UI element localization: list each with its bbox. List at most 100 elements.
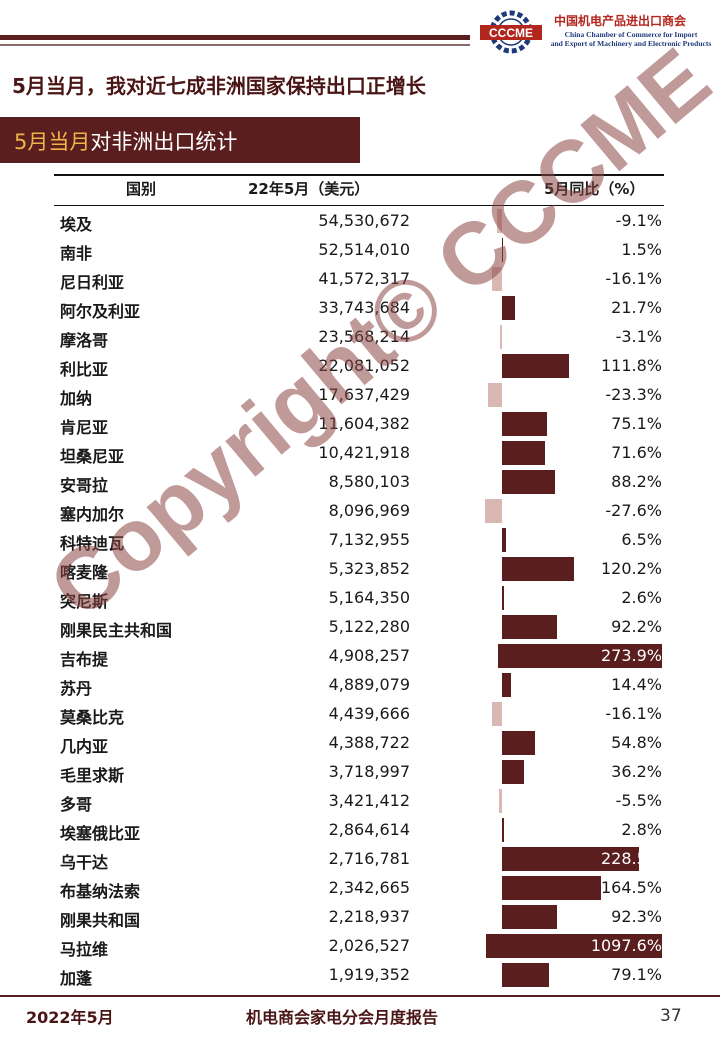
yoy-bar (502, 296, 516, 320)
yoy-bar (498, 789, 502, 813)
cccme-logo: CCCME 中国机电产品进出口商会 China Chamber of Comme… (472, 4, 720, 60)
yoy-cell: -16.1% (605, 269, 662, 288)
yoy-bar (502, 760, 524, 784)
yoy-cell: 1.5% (621, 240, 662, 259)
yoy-bar (486, 934, 662, 958)
country-cell: 突尼斯 (60, 592, 109, 611)
export-value-cell: 22,081,052 (318, 356, 410, 375)
logo-english-name: China Chamber of Commerce for Import and… (546, 30, 716, 48)
country-cell: 几内亚 (60, 737, 109, 756)
country-cell: 科特迪瓦 (60, 534, 125, 553)
yoy-cell: 228.5% (600, 849, 662, 868)
logo-english-line1: China Chamber of Commerce for Import (564, 30, 698, 39)
country-cell: 马拉维 (60, 940, 109, 959)
export-value-cell: 4,439,666 (328, 704, 410, 723)
yoy-bar (502, 528, 506, 552)
export-value-cell: 41,572,317 (318, 269, 410, 288)
country-cell: 坦桑尼亚 (60, 447, 125, 466)
table-row: 马拉维 2,026,527 1097.6% (54, 932, 664, 961)
export-value-cell: 8,096,969 (328, 501, 410, 520)
yoy-cell: 75.1% (611, 414, 662, 433)
export-value-cell: 2,342,665 (328, 878, 410, 897)
section-title-highlight: 5月当月 (14, 130, 91, 154)
yoy-cell: 14.4% (611, 675, 662, 694)
yoy-bar (502, 905, 558, 929)
table-row: 几内亚 4,388,722 54.8% (54, 729, 664, 758)
yoy-cell: 6.5% (621, 530, 662, 549)
table-row: 南非 52,514,010 1.5% (54, 236, 664, 265)
country-cell: 加纳 (60, 389, 93, 408)
yoy-cell: -23.3% (605, 385, 662, 404)
export-value-cell: 5,164,350 (328, 588, 410, 607)
table-row: 埃塞俄比亚 2,864,614 2.8% (54, 816, 664, 845)
table-row: 多哥 3,421,412 -5.5% (54, 787, 664, 816)
table-row: 莫桑比克 4,439,666 -16.1% (54, 700, 664, 729)
table-row: 加蓬 1,919,352 79.1% (54, 961, 664, 990)
logo-acronym: CCCME (489, 26, 533, 40)
yoy-cell: 88.2% (611, 472, 662, 491)
table-row: 肯尼亚 11,604,382 75.1% (54, 410, 664, 439)
country-cell: 刚果共和国 (60, 911, 141, 930)
export-value-cell: 1,919,352 (328, 965, 410, 984)
country-cell: 苏丹 (60, 679, 93, 698)
logo-english-line2: and Export of Machinery and Electronic P… (550, 39, 712, 48)
yoy-bar (502, 818, 504, 842)
export-value-cell: 5,323,852 (328, 559, 410, 578)
table-row: 突尼斯 5,164,350 2.6% (54, 584, 664, 613)
yoy-bar (502, 354, 570, 378)
yoy-bar (502, 586, 504, 610)
logo-chinese-name: 中国机电产品进出口商会 (554, 14, 687, 28)
export-value-cell: 5,122,280 (328, 617, 410, 636)
yoy-cell: 120.2% (600, 559, 662, 578)
export-value-cell: 4,889,079 (328, 675, 410, 694)
yoy-bar (502, 673, 511, 697)
table-row: 塞内加尔 8,096,969 -27.6% (54, 497, 664, 526)
export-value-cell: 52,514,010 (318, 240, 410, 259)
yoy-bar (497, 644, 662, 668)
section-title: 5月当月对非洲出口统计 (14, 126, 237, 156)
country-cell: 莫桑比克 (60, 708, 125, 727)
table-row: 喀麦隆 5,323,852 120.2% (54, 555, 664, 584)
table-row: 毛里求斯 3,718,997 36.2% (54, 758, 664, 787)
header-country: 国别 (126, 180, 157, 198)
country-cell: 乌干达 (60, 853, 109, 872)
export-value-cell: 8,580,103 (328, 472, 410, 491)
table-row: 阿尔及利亚 33,743,684 21.7% (54, 294, 664, 323)
table-top-rule (54, 174, 664, 176)
country-cell: 利比亚 (60, 360, 109, 379)
yoy-bar (492, 702, 502, 726)
yoy-cell: 164.5% (600, 878, 662, 897)
table-row: 加纳 17,637,429 -23.3% (54, 381, 664, 410)
yoy-cell: 36.2% (611, 762, 662, 781)
export-value-cell: 2,026,527 (328, 936, 410, 955)
footer-rule (0, 995, 720, 997)
export-value-cell: 3,718,997 (328, 762, 410, 781)
country-cell: 喀麦隆 (60, 563, 109, 582)
export-value-cell: 54,530,672 (318, 211, 410, 230)
export-value-cell: 17,637,429 (318, 385, 410, 404)
country-cell: 刚果民主共和国 (60, 621, 173, 640)
country-cell: 埃及 (60, 215, 93, 234)
yoy-cell: -3.1% (615, 327, 662, 346)
page-title: 5月当月，我对近七成非洲国家保持出口正增长 (12, 74, 426, 98)
header-rule-thin (0, 44, 470, 46)
yoy-bar (502, 557, 575, 581)
table-row: 利比亚 22,081,052 111.8% (54, 352, 664, 381)
export-value-cell: 2,864,614 (328, 820, 410, 839)
footer-date: 2022年5月 (26, 1008, 114, 1027)
header-yoy: 5月同比（%） (544, 180, 645, 198)
yoy-cell: 79.1% (611, 965, 662, 984)
export-value-cell: 2,218,937 (328, 907, 410, 926)
section-title-rest: 对非洲出口统计 (90, 130, 238, 154)
table-row: 刚果民主共和国 5,122,280 92.2% (54, 613, 664, 642)
yoy-cell: -27.6% (605, 501, 662, 520)
table-row: 吉布提 4,908,257 273.9% (54, 642, 664, 671)
yoy-cell: -5.5% (615, 791, 662, 810)
yoy-bar (492, 267, 502, 291)
yoy-cell: -16.1% (605, 704, 662, 723)
table-row: 尼日利亚 41,572,317 -16.1% (54, 265, 664, 294)
header-value: 22年5月（美元） (248, 180, 370, 198)
country-cell: 吉布提 (60, 650, 109, 669)
yoy-bar (485, 499, 502, 523)
yoy-cell: 92.3% (611, 907, 662, 926)
